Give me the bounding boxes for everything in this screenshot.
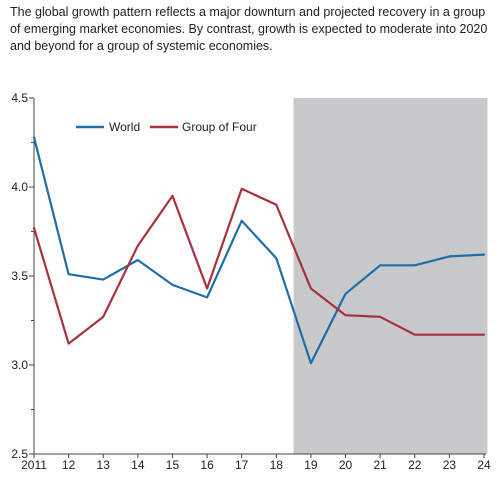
- x-tick-label: 19: [304, 458, 318, 472]
- x-tick-label: 23: [443, 458, 457, 472]
- x-tick-label: 15: [166, 458, 180, 472]
- legend: World Group of Four: [76, 120, 257, 134]
- x-tick-label: 18: [270, 458, 284, 472]
- x-tick-label: 14: [131, 458, 145, 472]
- y-tick-label: 3.5: [11, 269, 28, 283]
- series-lines: [32, 136, 486, 365]
- y-tick-label: 4.5: [11, 91, 28, 105]
- y-tick-label: 3.0: [11, 358, 28, 372]
- group-of-four-series-line: [32, 187, 486, 345]
- axes: 2.5 3.0 3.5 4.0 4.5 2011 12 13 14 15 16 17 18 19 20 21 2…: [11, 91, 491, 472]
- projection-shaded-region: [293, 98, 488, 454]
- x-tick-label: 22: [408, 458, 422, 472]
- chart-caption: The global growth pattern reflects a maj…: [10, 5, 488, 53]
- x-tick-label: 21: [373, 458, 387, 472]
- x-tick-label: 20: [339, 458, 353, 472]
- world-series-line: [32, 136, 486, 365]
- x-tick-label: 2011: [21, 458, 47, 472]
- y-tick-label: 4.0: [11, 180, 28, 194]
- legend-group-of-four-label: Group of Four: [182, 120, 257, 134]
- x-tick-label: 24: [477, 458, 491, 472]
- x-tick-label: 13: [97, 458, 111, 472]
- legend-world-label: World: [109, 120, 140, 134]
- x-tick-label: 12: [62, 458, 76, 472]
- y-tick-label: 2.5: [11, 447, 28, 461]
- x-tick-label: 16: [200, 458, 214, 472]
- x-tick-label: 17: [235, 458, 249, 472]
